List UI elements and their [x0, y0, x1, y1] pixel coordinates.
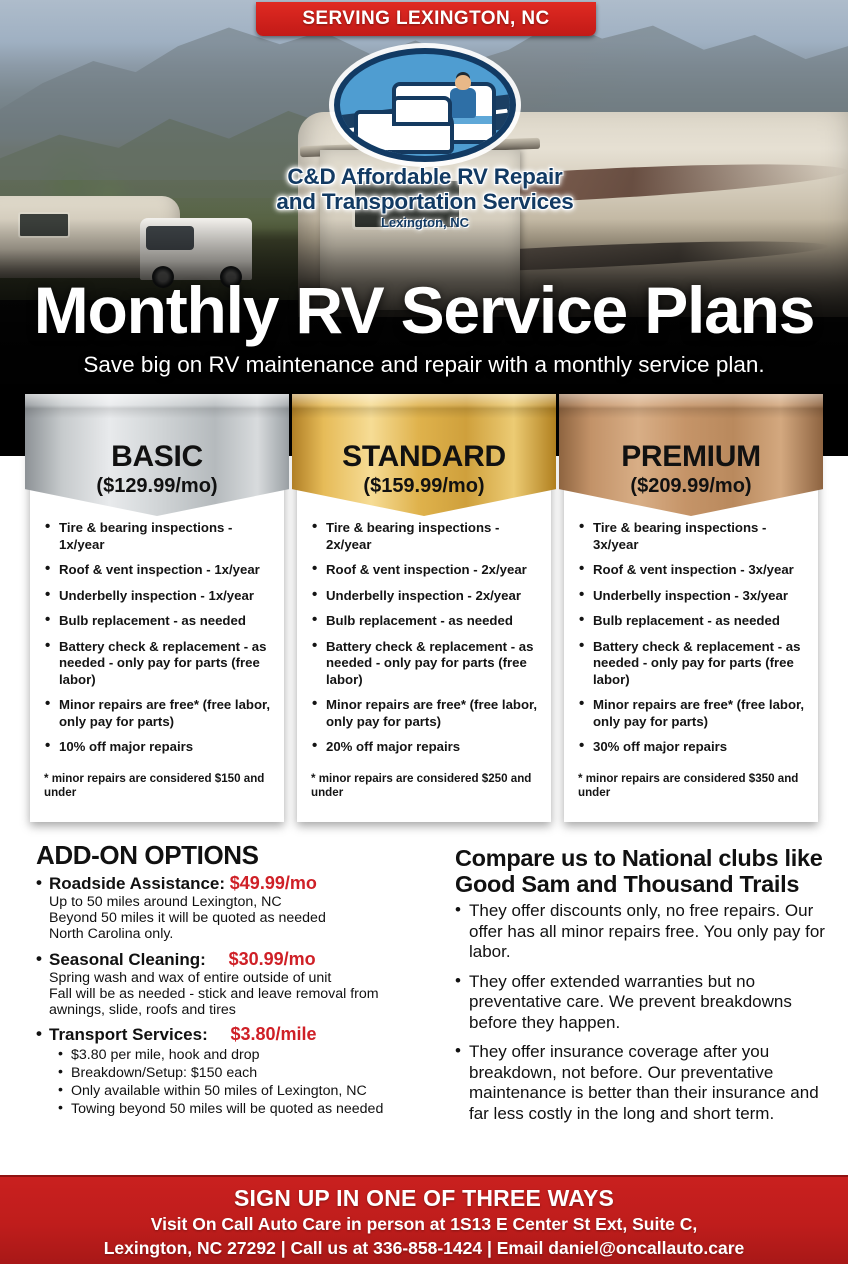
plan-banner-bronze	[559, 394, 823, 516]
plan-feature: Tire & bearing inspections - 1x/year	[44, 519, 272, 553]
addon-item-roadside: Roadside Assistance: $49.99/mo Up to 50 …	[36, 872, 436, 943]
plan-footnote: * minor repairs are considered $150 and …	[44, 772, 265, 799]
plan-feature: Underbelly inspection - 1x/year	[44, 587, 272, 605]
addon-options-column: ADD-ON OPTIONS Roadside Assistance: $49.…	[36, 840, 436, 1124]
plan-feature: Bulb replacement - as needed	[578, 612, 806, 630]
plan-feature: Tire & bearing inspections - 3x/year	[578, 519, 806, 553]
details-section: ADD-ON OPTIONS Roadside Assistance: $49.…	[0, 840, 848, 1170]
plan-feature: 30% off major repairs	[578, 738, 806, 756]
plan-card-premium[interactable]: PREMIUM ($209.99/mo) Tire & bearing insp…	[559, 394, 823, 822]
addon-detail: Up to 50 miles around Lexington, NC Beyo…	[49, 894, 326, 943]
logo-line-2: and Transportation Services	[276, 189, 574, 214]
footer-contact-line: Lexington, NC 27292 | Call us at 336-858…	[103, 1238, 745, 1258]
plan-card-standard[interactable]: STANDARD ($159.99/mo) Tire & bearing ins…	[292, 394, 556, 822]
plan-feature: Tire & bearing inspections - 2x/year	[311, 519, 539, 553]
plan-feature: Underbelly inspection - 3x/year	[578, 587, 806, 605]
logo-truck-icon	[354, 96, 454, 154]
plan-name: PREMIUM	[621, 440, 761, 473]
serving-area-badge: SERVING LEXINGTON, NC	[256, 2, 596, 36]
logo-emblem-icon	[334, 48, 516, 162]
logo-driver-icon	[450, 75, 476, 118]
page-title: Monthly RV Service Plans	[33, 273, 816, 347]
compare-point: They offer discounts only, no free repai…	[455, 900, 835, 963]
addon-item-transport: Transport Services: $3.80/mile $3.80 per…	[36, 1023, 436, 1118]
logo-line-1: C&D Affordable RV Repair	[287, 164, 563, 189]
logo-line-3: Lexington, NC	[380, 215, 470, 230]
addon-bullet: Towing beyond 50 miles will be quoted as…	[58, 1099, 436, 1118]
addon-bullet: Breakdown/Setup: $150 each	[58, 1063, 436, 1082]
compare-column: Compare us to National clubs like Good S…	[455, 845, 835, 1133]
addon-title-row: Transport Services: $3.80/mile	[36, 1023, 436, 1045]
addon-label: Transport Services:	[49, 1025, 208, 1045]
addon-bullet: $3.80 per mile, hook and drop	[58, 1045, 436, 1064]
pricing-plans: BASIC ($129.99/mo) Tire & bearing inspec…	[0, 394, 848, 824]
addon-title-row: Seasonal Cleaning: $30.99/mo	[36, 948, 436, 970]
addon-detail: Spring wash and wax of entire outside of…	[49, 969, 379, 1019]
company-logo: C&D Affordable RV Repair and Transportat…	[262, 48, 588, 230]
serving-area-label: SERVING LEXINGTON, NC	[302, 8, 550, 29]
plan-feature-list: Tire & bearing inspections - 3x/year Roo…	[578, 519, 806, 756]
addon-bullet: Only available within 50 miles of Lexing…	[58, 1081, 436, 1100]
compare-point: They offer insurance coverage after you …	[455, 1041, 835, 1124]
plan-price: ($129.99/mo)	[96, 475, 218, 497]
plan-feature: Battery check & replacement - as needed …	[578, 638, 806, 689]
plan-feature: Battery check & replacement - as needed …	[44, 638, 272, 689]
addon-heading: ADD-ON OPTIONS	[36, 840, 259, 870]
plan-feature-list: Tire & bearing inspections - 1x/year Roo…	[44, 519, 272, 756]
plan-feature: Minor repairs are free* (free labor, onl…	[578, 696, 806, 730]
addon-title-row: Roadside Assistance: $49.99/mo	[36, 872, 436, 894]
plan-banner-gold	[292, 394, 556, 516]
addon-price: $3.80/mile	[230, 1024, 317, 1045]
plan-name: STANDARD	[342, 440, 506, 473]
plan-feature-list: Tire & bearing inspections - 2x/year Roo…	[311, 519, 539, 756]
addon-item-seasonal: Seasonal Cleaning: $30.99/mo Spring wash…	[36, 948, 436, 1019]
compare-point-list: They offer discounts only, no free repai…	[455, 900, 835, 1124]
compare-point: They offer extended warranties but no pr…	[455, 971, 835, 1034]
plan-feature: Minor repairs are free* (free labor, onl…	[311, 696, 539, 730]
plan-feature: 20% off major repairs	[311, 738, 539, 756]
footer-address-line: Visit On Call Auto Care in person at 1S1…	[150, 1214, 698, 1234]
addon-bullet-list: $3.80 per mile, hook and drop Breakdown/…	[58, 1045, 436, 1118]
plan-feature: Underbelly inspection - 2x/year	[311, 587, 539, 605]
plan-feature: Battery check & replacement - as needed …	[311, 638, 539, 689]
plan-feature: Bulb replacement - as needed	[44, 612, 272, 630]
plan-feature: Roof & vent inspection - 3x/year	[578, 561, 806, 579]
plan-footnote: * minor repairs are considered $350 and …	[578, 772, 799, 799]
plan-card-basic[interactable]: BASIC ($129.99/mo) Tire & bearing inspec…	[25, 394, 289, 822]
plan-feature: Bulb replacement - as needed	[311, 612, 539, 630]
addon-price: $30.99/mo	[228, 948, 316, 969]
plan-price: ($209.99/mo)	[630, 475, 752, 497]
plan-price: ($159.99/mo)	[363, 475, 485, 497]
plan-name: BASIC	[111, 440, 203, 473]
page-subtitle: Save big on RV maintenance and repair wi…	[83, 352, 765, 377]
signup-footer: SIGN UP IN ONE OF THREE WAYS Visit On Ca…	[0, 1175, 848, 1264]
plan-banner-silver	[25, 394, 289, 516]
addon-price: $49.99/mo	[229, 873, 317, 893]
addon-label: Roadside Assistance:	[49, 874, 226, 893]
plan-feature: Roof & vent inspection - 1x/year	[44, 561, 272, 579]
plan-feature: Roof & vent inspection - 2x/year	[311, 561, 539, 579]
plan-feature: 10% off major repairs	[44, 738, 272, 756]
logo-wordmark: C&D Affordable RV Repair and Transportat…	[262, 164, 588, 230]
compare-heading: Compare us to National clubs like Good S…	[455, 845, 823, 897]
addon-label: Seasonal Cleaning:	[49, 949, 206, 969]
plan-feature: Minor repairs are free* (free labor, onl…	[44, 696, 272, 730]
footer-heading: SIGN UP IN ONE OF THREE WAYS	[233, 1185, 615, 1211]
plan-footnote: * minor repairs are considered $250 and …	[311, 772, 532, 799]
